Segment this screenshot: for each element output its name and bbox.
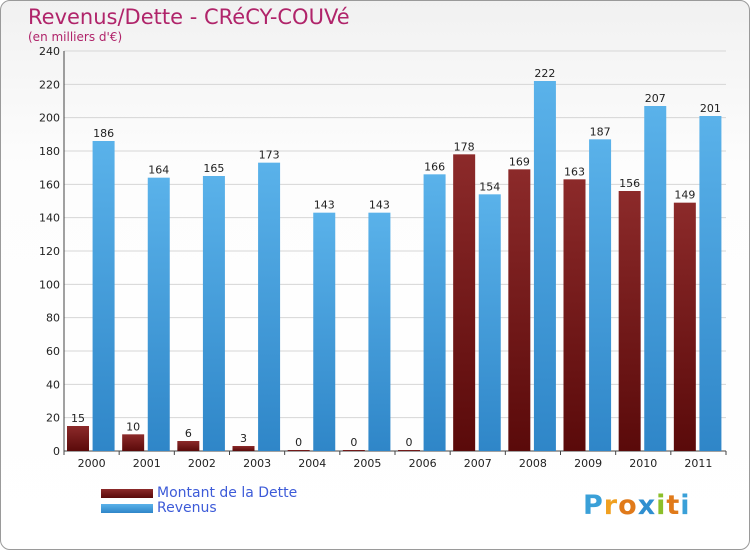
y-tick-label: 60 (46, 345, 60, 358)
x-tick-label: 2007 (464, 457, 492, 470)
y-tick-label: 240 (39, 45, 60, 58)
bar-revenus (258, 162, 281, 451)
x-tick-label: 2003 (243, 457, 271, 470)
x-tick-label: 2006 (409, 457, 437, 470)
data-label-dette: 178 (454, 140, 475, 153)
data-label-dette: 6 (185, 427, 192, 440)
legend-swatch-dette (101, 489, 153, 498)
y-tick-label: 200 (39, 112, 60, 125)
logo-letter: i (656, 490, 667, 521)
data-label-dette: 3 (240, 432, 247, 445)
bar-revenus (423, 174, 446, 452)
y-tick-label: 20 (46, 412, 60, 425)
data-label-revenus: 143 (369, 199, 390, 212)
data-label-revenus: 186 (93, 127, 114, 140)
x-tick-label: 2001 (133, 457, 161, 470)
bar-dette (232, 446, 255, 451)
legend-label-dette: Montant de la Dette (157, 485, 298, 501)
bar-revenus (368, 212, 391, 451)
y-tick-label: 160 (39, 178, 60, 191)
data-label-revenus: 165 (203, 162, 224, 175)
bar-revenus (699, 116, 722, 451)
bar-revenus (478, 194, 501, 452)
bar-revenus (589, 139, 612, 452)
y-tick-label: 40 (46, 378, 60, 391)
data-label-dette: 149 (674, 189, 695, 202)
data-label-revenus: 187 (590, 125, 611, 138)
y-tick-label: 220 (39, 78, 60, 91)
logo-letter: x (637, 490, 657, 521)
y-tick-label: 80 (46, 312, 60, 325)
chart-title: Revenus/Dette - CRéCY-COUVé (28, 5, 350, 29)
logo-letter: i (680, 490, 691, 521)
bar-dette (453, 154, 476, 452)
x-tick-label: 2008 (519, 457, 547, 470)
bar-dette (673, 202, 696, 451)
y-tick-label: 140 (39, 212, 60, 225)
data-label-revenus: 143 (314, 199, 335, 212)
y-tick-label: 180 (39, 145, 60, 158)
x-tick-label: 2005 (353, 457, 381, 470)
data-label-revenus: 173 (259, 149, 280, 162)
y-tick-label: 120 (39, 245, 60, 258)
bar-dette (618, 191, 641, 451)
x-tick-label: 2002 (188, 457, 216, 470)
bar-dette (67, 426, 89, 451)
data-label-dette: 0 (350, 436, 357, 449)
data-label-revenus: 164 (148, 164, 169, 177)
x-tick-label: 2009 (574, 457, 602, 470)
bar-revenus (147, 177, 170, 451)
bar-dette (508, 169, 531, 452)
data-label-revenus: 201 (700, 102, 721, 115)
proxiti-logo: Proxiti (583, 490, 691, 521)
bar-revenus (644, 106, 667, 451)
bar-revenus (313, 212, 336, 451)
logo-letter: P (583, 490, 604, 521)
data-label-dette: 10 (126, 420, 140, 433)
x-tick-label: 2010 (629, 457, 657, 470)
y-tick-label: 0 (53, 445, 60, 458)
logo-letter: t (666, 490, 681, 521)
logo-letter: r (603, 490, 619, 521)
data-label-dette: 0 (295, 436, 302, 449)
data-label-revenus: 222 (534, 67, 555, 80)
bar-dette (342, 450, 365, 451)
bar-revenus (92, 141, 115, 451)
bar-dette (122, 434, 145, 451)
data-label-revenus: 207 (645, 92, 666, 105)
bar-dette (287, 450, 310, 451)
bar-dette (398, 450, 420, 451)
data-label-dette: 0 (406, 436, 413, 449)
data-label-dette: 156 (619, 177, 640, 190)
y-tick-label: 100 (39, 278, 60, 291)
bar-dette (563, 179, 586, 452)
data-label-dette: 163 (564, 165, 585, 178)
data-label-dette: 169 (509, 155, 530, 168)
x-tick-label: 2004 (298, 457, 326, 470)
bar-revenus (202, 176, 225, 451)
legend-label-revenus: Revenus (157, 500, 217, 516)
bar-dette (177, 441, 200, 451)
x-tick-label: 2011 (684, 457, 712, 470)
x-tick-label: 2000 (78, 457, 106, 470)
data-label-revenus: 166 (424, 160, 445, 173)
data-label-dette: 15 (71, 412, 85, 425)
bar-revenus (533, 81, 556, 451)
chart-subtitle: (en milliers d'€) (28, 30, 123, 44)
logo-letter: o (618, 490, 638, 521)
data-label-revenus: 154 (479, 180, 500, 193)
legend-swatch-revenus (101, 504, 153, 513)
